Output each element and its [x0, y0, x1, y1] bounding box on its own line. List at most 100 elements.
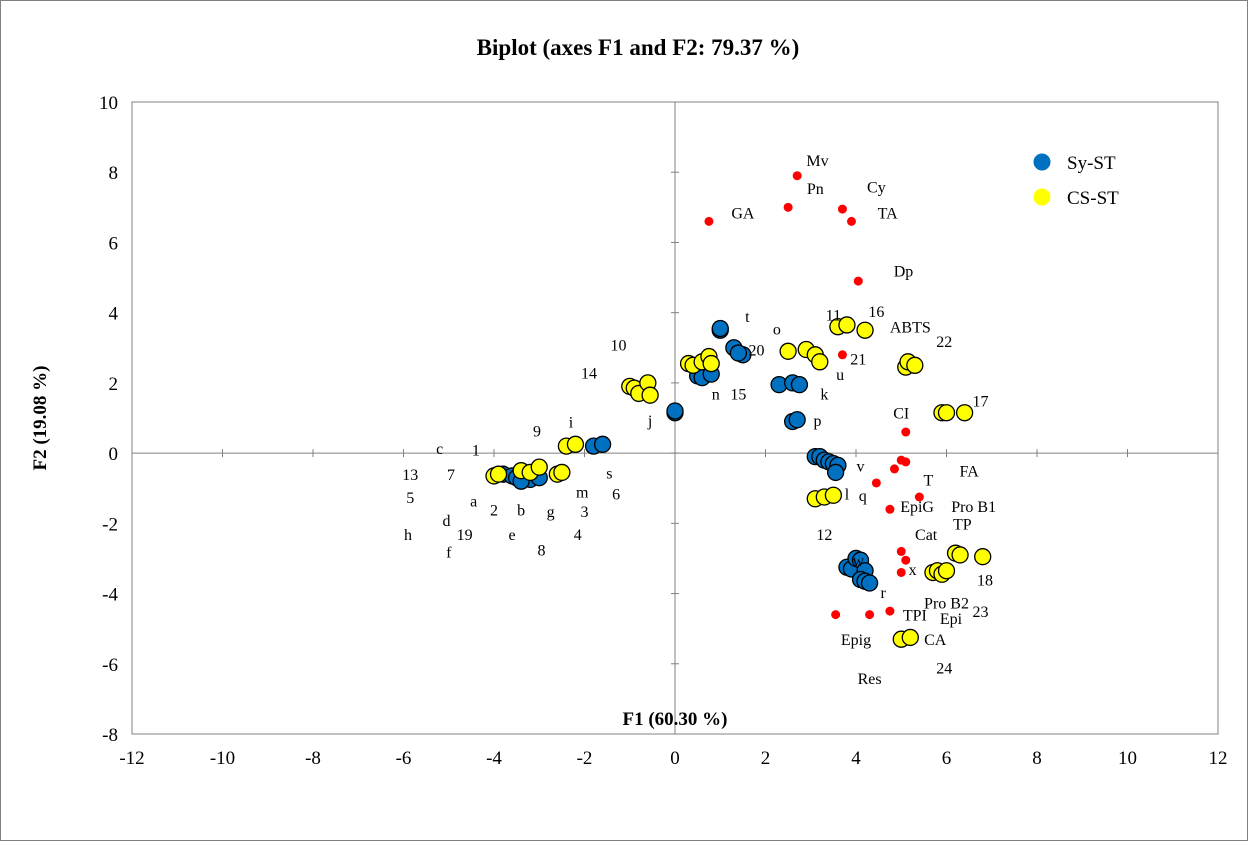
y-tick-label: 10	[99, 93, 118, 114]
variable-point	[901, 555, 911, 565]
x-tick-label: -10	[210, 748, 235, 769]
variable-point	[846, 216, 856, 226]
point-label: 2	[490, 502, 498, 519]
variable-point	[871, 478, 881, 488]
cs-st-point	[901, 628, 919, 647]
sy-st-point	[593, 435, 612, 453]
point-label: ABTS	[890, 320, 931, 337]
point-label: h	[404, 527, 412, 544]
cs-st-point	[951, 546, 969, 564]
cs-st-point	[838, 316, 856, 334]
point-label: 21	[850, 351, 866, 368]
x-tick-label: -12	[119, 748, 144, 769]
point-label: 10	[610, 337, 626, 354]
cs-st-point	[566, 435, 585, 453]
point-label: Pro B2	[924, 595, 969, 612]
point-label: t	[745, 309, 750, 326]
point-label: b	[517, 502, 525, 519]
point-label: n	[712, 386, 720, 403]
variable-point	[704, 216, 714, 226]
y-tick-label: 8	[109, 163, 119, 184]
y-tick-label: 6	[109, 233, 119, 254]
point-label: l	[845, 486, 850, 503]
point-label: 3	[581, 504, 589, 521]
point-label: 20	[748, 343, 764, 360]
legend-label-cs-st: CS-ST	[1067, 188, 1119, 209]
point-label: 22	[936, 334, 952, 351]
variable-point	[853, 276, 863, 286]
x-tick-label: 12	[1209, 748, 1228, 769]
chart-title: Biplot (axes F1 and F2: 79.37 %)	[477, 35, 800, 60]
variable-point	[896, 567, 906, 577]
point-label: Epi	[940, 611, 963, 628]
cs-st-point	[641, 386, 659, 404]
y-tick-label: -4	[102, 585, 118, 606]
point-label: TA	[878, 206, 898, 223]
point-label: a	[470, 494, 477, 511]
variable-point	[896, 546, 906, 556]
point-label: EpiG	[900, 499, 934, 516]
point-label: e	[509, 527, 516, 544]
point-label: Epig	[841, 632, 871, 649]
sy-st-point	[729, 344, 747, 362]
y-axis-title: F2 (19.08 %)	[30, 365, 51, 470]
legend: Sy-ST CS-ST	[1033, 153, 1119, 209]
y-tick-label: 0	[109, 444, 119, 465]
y-tick-label: -6	[102, 655, 118, 676]
cs-st-point	[937, 562, 956, 580]
variable-point	[837, 350, 847, 360]
point-label: v	[857, 458, 865, 475]
variable-points	[704, 171, 924, 620]
cs-st-point	[811, 353, 829, 371]
variable-point	[885, 606, 895, 616]
cs-st-point	[955, 404, 974, 422]
point-label: 12	[816, 527, 832, 544]
point-label: 24	[936, 660, 952, 677]
variable-point	[792, 171, 802, 181]
variable-point	[831, 610, 841, 620]
point-label: 15	[730, 386, 746, 403]
point-label: c	[436, 441, 443, 458]
point-label: Dp	[894, 264, 914, 281]
point-label: 17	[972, 393, 988, 410]
x-tick-label: 6	[942, 748, 952, 769]
point-label: 7	[447, 467, 455, 484]
point-label: TPI	[903, 608, 927, 625]
point-label: 14	[581, 365, 597, 382]
sy-st-point	[860, 574, 879, 592]
point-label: Pn	[807, 181, 824, 198]
point-label: u	[836, 367, 844, 384]
y-tick-label: -8	[102, 725, 118, 746]
x-tick-label: 0	[670, 748, 680, 769]
point-label: FA	[959, 464, 979, 481]
observation-points	[485, 316, 992, 648]
point-label: j	[647, 413, 652, 430]
legend-marker-sy-st	[1033, 153, 1051, 171]
point-label: d	[442, 513, 450, 530]
point-label: Res	[858, 671, 882, 688]
x-axis-title: F1 (60.30 %)	[622, 709, 727, 730]
variable-point	[885, 504, 895, 514]
cs-st-point	[702, 354, 720, 373]
y-tick-label: -2	[102, 514, 118, 535]
cs-st-point	[824, 486, 843, 504]
variable-point	[865, 610, 875, 620]
legend-marker-cs-st	[1033, 188, 1051, 206]
sy-st-point	[711, 319, 729, 338]
variable-point	[901, 457, 911, 467]
point-label: i	[569, 415, 574, 432]
point-label: p	[814, 413, 822, 430]
point-label: 13	[402, 467, 418, 484]
point-label: CI	[893, 406, 909, 423]
cs-st-point	[530, 458, 548, 476]
point-label: x	[909, 562, 917, 579]
point-label: 5	[406, 490, 414, 507]
x-tick-label: -8	[305, 748, 321, 769]
variable-point	[837, 204, 847, 214]
point-label: 9	[533, 423, 541, 440]
point-label: o	[773, 321, 781, 338]
